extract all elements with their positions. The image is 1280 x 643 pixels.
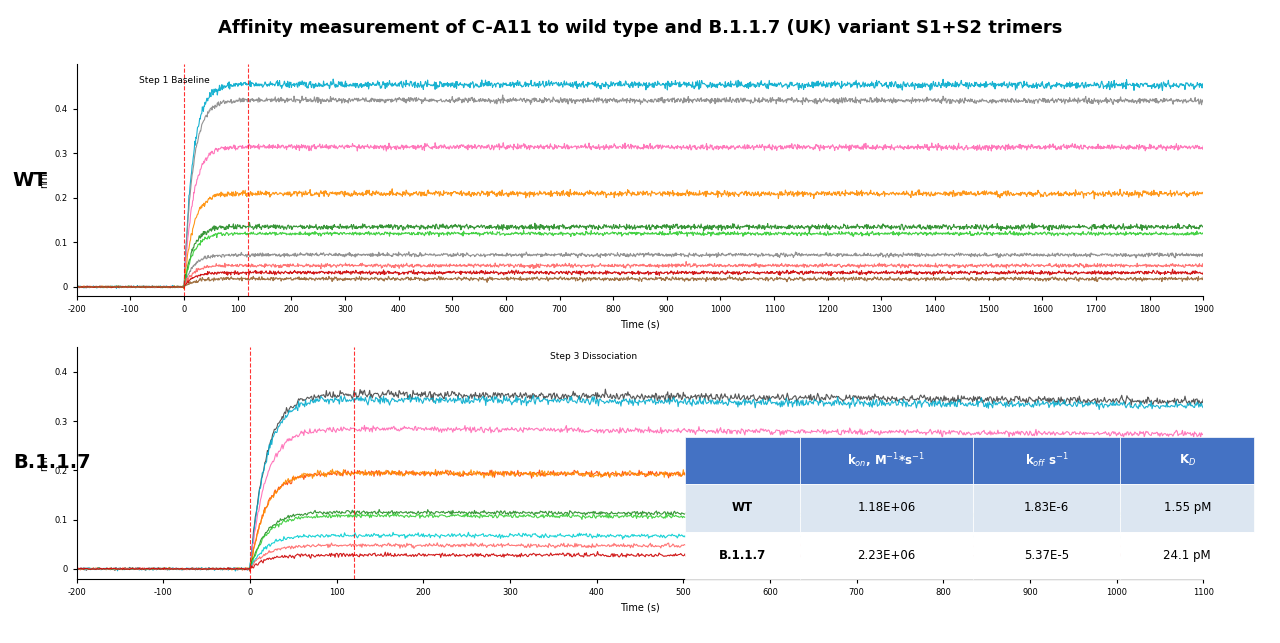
Text: 5.37E-5: 5.37E-5 <box>1024 548 1069 561</box>
Text: 1.18E+06: 1.18E+06 <box>858 502 915 514</box>
Text: K$_D$: K$_D$ <box>1179 453 1196 468</box>
Text: 1.83E-6: 1.83E-6 <box>1024 502 1069 514</box>
Y-axis label: nm: nm <box>38 455 49 471</box>
Text: WT: WT <box>732 502 753 514</box>
Text: 24.1 pM: 24.1 pM <box>1164 548 1211 561</box>
Text: WT: WT <box>13 170 47 190</box>
Y-axis label: nm: nm <box>38 172 49 188</box>
Text: 2.23E+06: 2.23E+06 <box>858 548 915 561</box>
X-axis label: Time (s): Time (s) <box>620 320 660 329</box>
Text: 1.55 pM: 1.55 pM <box>1164 502 1211 514</box>
Text: Step 3 Dissociation: Step 3 Dissociation <box>550 352 637 361</box>
Text: Affinity measurement of C-A11 to wild type and B.1.1.7 (UK) variant S1+S2 trimer: Affinity measurement of C-A11 to wild ty… <box>218 19 1062 37</box>
Text: Step 1 Baseline: Step 1 Baseline <box>138 76 210 85</box>
X-axis label: Time (s): Time (s) <box>620 602 660 612</box>
Text: B.1.1.7: B.1.1.7 <box>13 453 91 473</box>
Text: B.1.1.7: B.1.1.7 <box>719 548 765 561</box>
Text: k$_{on}$, M$^{-1}$*s$^{-1}$: k$_{on}$, M$^{-1}$*s$^{-1}$ <box>847 451 925 470</box>
Text: k$_{off}$ s$^{-1}$: k$_{off}$ s$^{-1}$ <box>1024 451 1069 470</box>
